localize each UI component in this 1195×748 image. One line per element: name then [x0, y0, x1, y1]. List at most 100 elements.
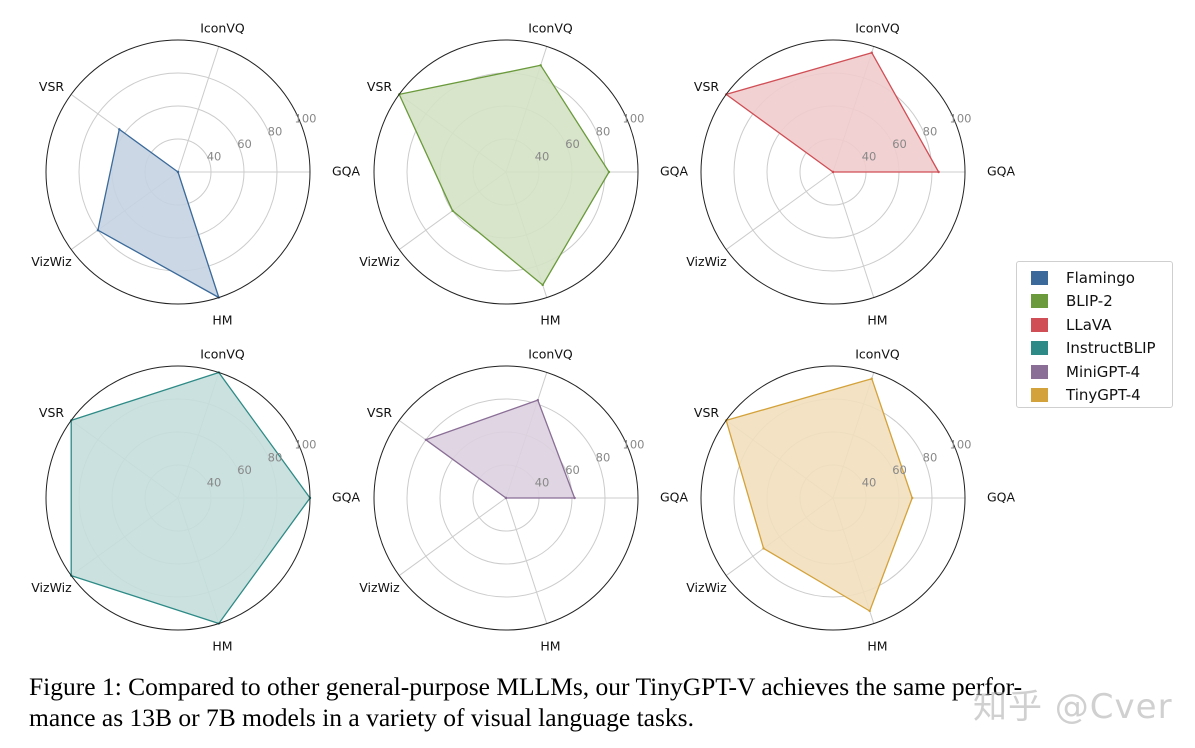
- radar-data-point: [176, 170, 180, 174]
- radar-tick-label: 100: [623, 438, 645, 452]
- legend-label: InstructBLIP: [1066, 339, 1156, 358]
- radar-data-point: [937, 170, 940, 174]
- radar-tick-label: 80: [268, 450, 283, 464]
- radar-axis-label: VSR: [39, 79, 64, 94]
- legend-label: TinyGPT-4: [1066, 386, 1141, 405]
- radar-outer-circle: [45, 39, 311, 305]
- radar-data-point: [424, 438, 428, 442]
- radar-axis-label: IconVQ: [855, 21, 900, 36]
- radar-tick-label: 100: [295, 438, 317, 452]
- radar-instructblip: 40 60 80 100 GQA IconVQ VSR VizWiz HM: [31, 347, 360, 654]
- radar-minigpt-4: 40 60 80 100 GQA IconVQ VSR VizWiz HM: [359, 347, 688, 654]
- radar-spoke: [177, 46, 220, 173]
- radar-series-area: [725, 52, 940, 173]
- legend-swatch: [1031, 270, 1048, 285]
- radar-axis-label: VSR: [367, 405, 392, 420]
- radar-tick-label: 100: [623, 112, 645, 126]
- legend-item-blip2: BLIP-2: [1031, 290, 1172, 314]
- radar-axis-label: VizWiz: [31, 254, 72, 269]
- radar-axis-label: VSR: [694, 79, 719, 94]
- radar-axis-label: IconVQ: [200, 347, 245, 362]
- radar-axis-label: IconVQ: [528, 21, 573, 36]
- radar-data-point: [118, 128, 121, 131]
- radar-data-point: [911, 496, 914, 500]
- legend-item-instructblip: InstructBLIP: [1031, 337, 1172, 361]
- legend-swatch: [1031, 317, 1048, 332]
- radar-tick-label: 40: [207, 150, 222, 164]
- legend-item-flamingo: Flamingo: [1031, 266, 1172, 290]
- radar-llava: 40 60 80 100 GQA IconVQ VSR VizWiz HM: [686, 21, 1015, 328]
- radar-tick-label: 100: [950, 112, 972, 126]
- radar-tick-label: 80: [923, 124, 938, 138]
- radar-tick-label: 80: [596, 124, 611, 138]
- radar-axis-label: GQA: [660, 490, 689, 505]
- legend-label: MiniGPT-4: [1066, 362, 1141, 381]
- radar-axis-label: HM: [540, 312, 560, 327]
- radar-data-point: [762, 547, 765, 550]
- radar-axis-label: HM: [540, 638, 560, 653]
- radar-axis-label: IconVQ: [855, 347, 900, 362]
- figure-caption: Figure 1: Compared to other general-purp…: [29, 671, 1179, 733]
- radar-axis-label: GQA: [987, 490, 1016, 505]
- radar-axis-label: IconVQ: [200, 21, 245, 36]
- radar-data-point: [451, 209, 454, 212]
- legend-label: Flamingo: [1066, 268, 1135, 287]
- radar-spoke: [832, 171, 875, 298]
- legend-item-minigpt4: MiniGPT-4: [1031, 360, 1172, 384]
- radar-flamingo: 40 60 80 100 GQA IconVQ VSR VizWiz HM: [31, 21, 360, 328]
- radar-axis-label: HM: [212, 638, 232, 653]
- legend-label: LLaVA: [1066, 315, 1112, 334]
- radar-data-point: [831, 170, 835, 174]
- radar-axis-label: VSR: [694, 405, 719, 420]
- radar-data-point: [573, 496, 576, 500]
- radar-axis-label: HM: [867, 312, 887, 327]
- radar-tick-label: 60: [237, 137, 252, 151]
- watermark: 知乎 @Cver: [973, 687, 1173, 727]
- radar-axis-label: VSR: [39, 405, 64, 420]
- radar-tick-label: 40: [862, 476, 877, 490]
- radar-outer-circle: [45, 365, 311, 631]
- radar-series-area: [70, 371, 311, 625]
- legend-label: BLIP-2: [1066, 292, 1113, 311]
- radar-data-point: [504, 496, 508, 500]
- radar-data-point: [539, 64, 542, 67]
- radar-outer-circle: [373, 365, 639, 631]
- radar-spoke: [505, 497, 548, 624]
- radar-axis-label: VSR: [367, 79, 392, 94]
- legend-swatch: [1031, 294, 1048, 309]
- radar-data-point: [870, 51, 873, 54]
- radar-tick-label: 100: [950, 438, 972, 452]
- caption-line-1: Figure 1: Compared to other general-purp…: [29, 672, 1023, 701]
- radar-tinygpt-4: 40 60 80 100 GQA IconVQ VSR VizWiz HM: [686, 347, 1015, 654]
- radar-data-point: [868, 609, 871, 613]
- radar-series-area: [97, 128, 220, 299]
- radar-tick-label: 60: [565, 463, 580, 477]
- radar-tick-label: 40: [535, 476, 550, 490]
- radar-series-area: [425, 399, 576, 499]
- legend-swatch: [1031, 388, 1048, 403]
- legend-item-tinygpt4: TinyGPT-4: [1031, 384, 1172, 408]
- radar-outer-circle: [700, 365, 966, 631]
- radar-axis-label: VizWiz: [686, 254, 727, 269]
- radar-outer-circle: [373, 39, 639, 305]
- radar-axis-label: GQA: [987, 164, 1016, 179]
- radar-outer-circle: [700, 39, 966, 305]
- radar-data-point: [870, 377, 873, 380]
- radar-tick-label: 40: [535, 150, 550, 164]
- radar-tick-label: 60: [892, 137, 907, 151]
- legend-swatch: [1031, 364, 1048, 379]
- radar-axis-label: HM: [867, 638, 887, 653]
- caption-line-2: mance as 13B or 7B models in a variety o…: [29, 703, 694, 732]
- radar-axis-label: HM: [212, 312, 232, 327]
- radar-data-point: [96, 228, 100, 232]
- radar-tick-label: 100: [295, 112, 317, 126]
- radar-tick-label: 80: [596, 450, 611, 464]
- radar-spoke: [398, 497, 507, 576]
- radar-axis-label: VizWiz: [686, 580, 727, 595]
- radar-spoke: [725, 171, 834, 250]
- radar-tick-label: 80: [268, 124, 283, 138]
- radar-axis-label: GQA: [332, 164, 361, 179]
- radar-axis-label: GQA: [332, 490, 361, 505]
- legend: Flamingo BLIP-2 LLaVA InstructBLIP MiniG…: [1016, 261, 1173, 408]
